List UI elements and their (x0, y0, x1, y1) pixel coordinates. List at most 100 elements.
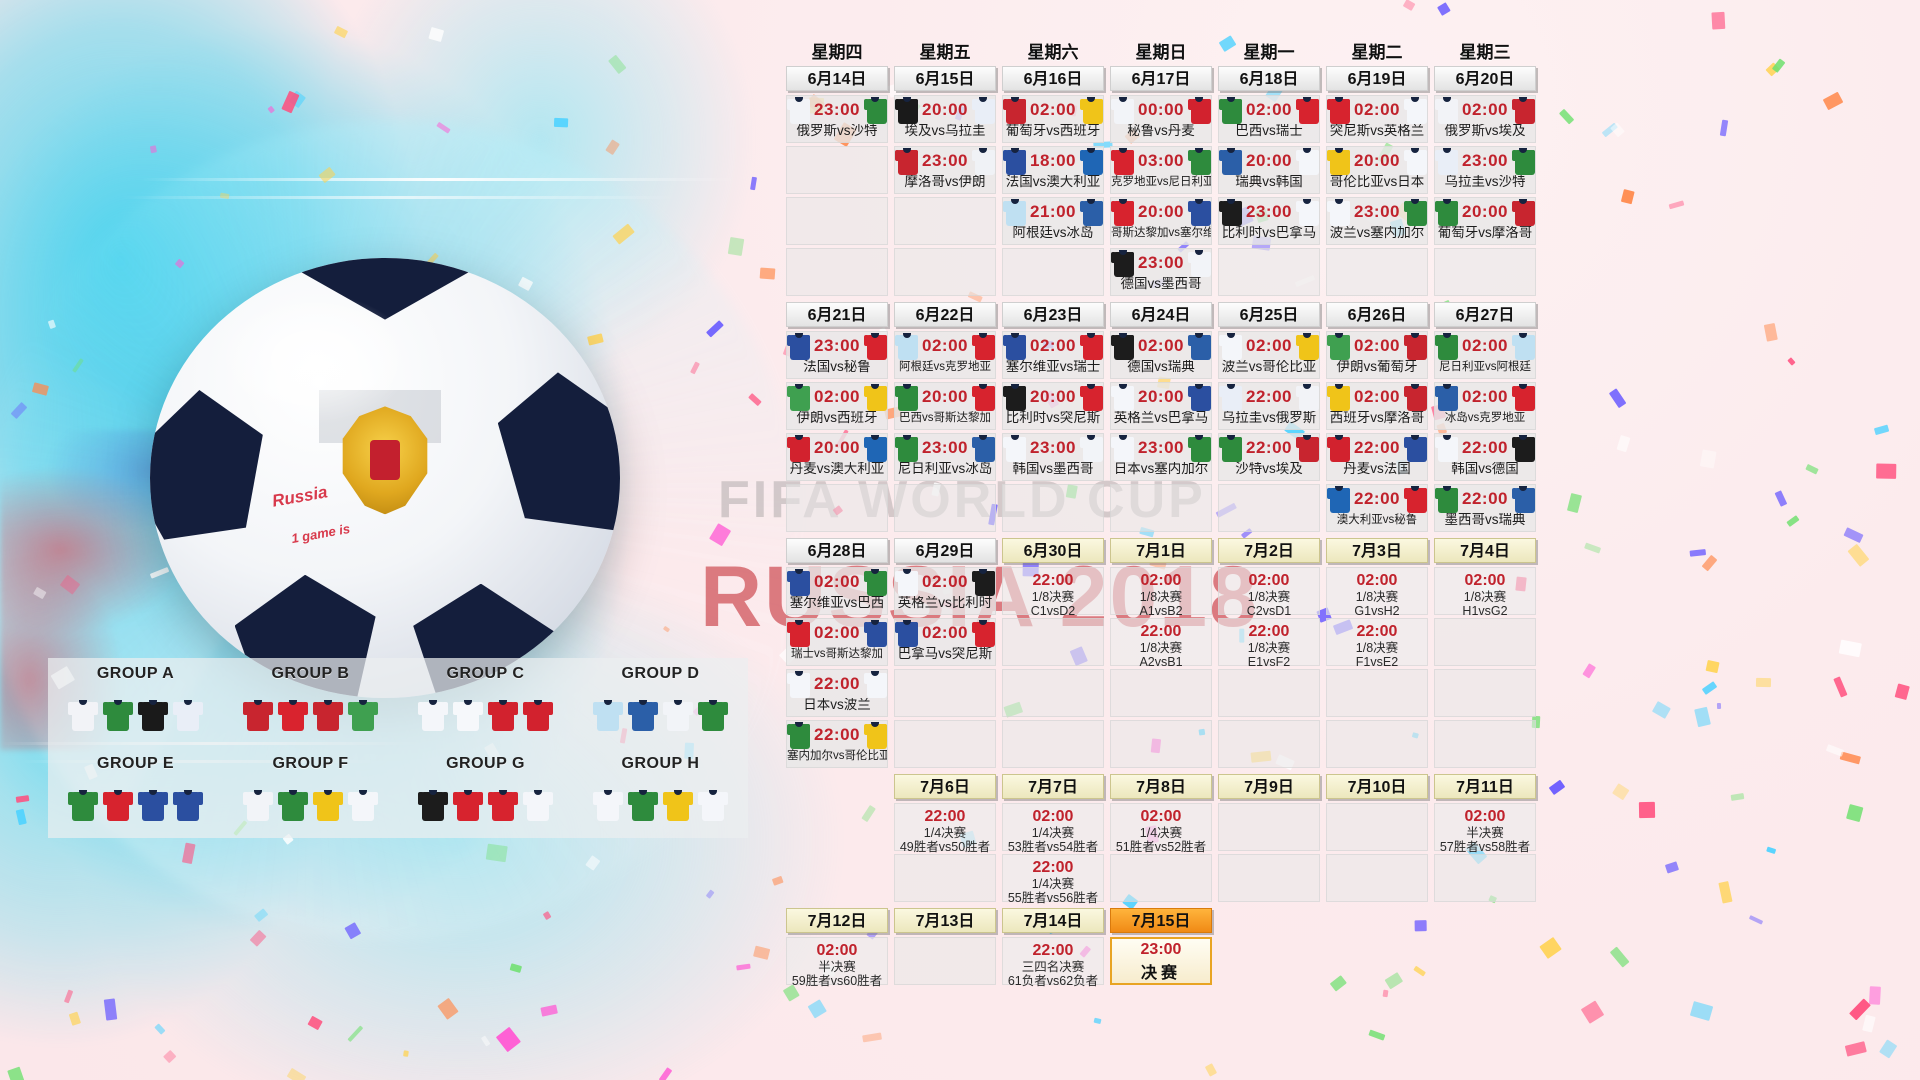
match-cell[interactable]: 22:00 墨西哥vs瑞典 (1434, 484, 1536, 532)
knockout-match-cell[interactable]: 22:00 1/8决赛 F1vsE2 (1326, 618, 1428, 669)
group-group-b[interactable]: GROUP B (225, 660, 396, 746)
date-header[interactable]: 7月15日 (1110, 908, 1212, 933)
match-cell[interactable]: 02:00 巴拿马vs突尼斯 (894, 618, 996, 666)
date-header[interactable]: 6月14日 (786, 66, 888, 91)
knockout-match-cell[interactable]: 22:00 三四名决赛 61负者vs62负者 (1002, 937, 1104, 988)
group-group-e[interactable]: GROUP E (50, 750, 221, 836)
knockout-match-cell[interactable]: 22:00 1/8决赛 C1vsD2 (1002, 567, 1104, 618)
match-cell[interactable]: 23:00 尼日利亚vs冰岛 (894, 433, 996, 481)
knockout-match-cell[interactable]: 02:00 1/8决赛 C2vsD1 (1218, 567, 1320, 618)
group-group-d[interactable]: GROUP D (575, 660, 746, 746)
knockout-match-cell[interactable]: 02:00 1/4决赛 51胜者vs52胜者 (1110, 803, 1212, 854)
group-group-c[interactable]: GROUP C (400, 660, 571, 746)
group-group-f[interactable]: GROUP F (225, 750, 396, 836)
match-cell[interactable]: 22:00 澳大利亚vs秘鲁 (1326, 484, 1428, 532)
match-cell[interactable]: 02:00 阿根廷vs克罗地亚 (894, 331, 996, 379)
date-header[interactable]: 6月28日 (786, 538, 888, 563)
date-header[interactable]: 6月19日 (1326, 66, 1428, 91)
date-header[interactable]: 7月2日 (1218, 538, 1320, 563)
date-header[interactable]: 7月7日 (1002, 774, 1104, 799)
match-cell[interactable]: 20:00 哥斯达黎加vs塞尔维亚 (1110, 197, 1212, 245)
date-header[interactable]: 6月16日 (1002, 66, 1104, 91)
match-cell[interactable]: 02:00 塞尔维亚vs巴西 (786, 567, 888, 615)
date-header[interactable]: 6月25日 (1218, 302, 1320, 327)
date-header[interactable]: 7月14日 (1002, 908, 1104, 933)
date-header[interactable]: 7月4日 (1434, 538, 1536, 563)
date-header[interactable]: 6月15日 (894, 66, 996, 91)
match-cell[interactable]: 02:00 巴西vs瑞士 (1218, 95, 1320, 143)
match-cell[interactable]: 02:00 伊朗vs葡萄牙 (1326, 331, 1428, 379)
match-cell[interactable]: 02:00 伊朗vs西班牙 (786, 382, 888, 430)
match-cell[interactable]: 23:00 韩国vs墨西哥 (1002, 433, 1104, 481)
date-header[interactable]: 6月29日 (894, 538, 996, 563)
match-cell[interactable]: 22:00 沙特vs埃及 (1218, 433, 1320, 481)
date-header[interactable]: 6月22日 (894, 302, 996, 327)
date-header[interactable]: 7月9日 (1218, 774, 1320, 799)
date-header[interactable]: 6月30日 (1002, 538, 1104, 563)
match-cell[interactable]: 02:00 俄罗斯vs埃及 (1434, 95, 1536, 143)
date-header[interactable]: 7月11日 (1434, 774, 1536, 799)
match-cell[interactable]: 22:00 乌拉圭vs俄罗斯 (1218, 382, 1320, 430)
date-header[interactable]: 6月24日 (1110, 302, 1212, 327)
knockout-match-cell[interactable]: 02:00 1/8决赛 A1vsB2 (1110, 567, 1212, 618)
knockout-match-cell[interactable]: 22:00 1/4决赛 55胜者vs56胜者 (1002, 854, 1104, 905)
match-cell[interactable]: 02:00 塞尔维亚vs瑞士 (1002, 331, 1104, 379)
date-header[interactable]: 7月1日 (1110, 538, 1212, 563)
knockout-match-cell[interactable]: 02:00 半决赛 57胜者vs58胜者 (1434, 803, 1536, 854)
date-header[interactable]: 6月21日 (786, 302, 888, 327)
match-cell[interactable]: 20:00 巴西vs哥斯达黎加 (894, 382, 996, 430)
knockout-match-cell[interactable]: 02:00 1/8决赛 G1vsH2 (1326, 567, 1428, 618)
match-cell[interactable]: 23:00 比利时vs巴拿马 (1218, 197, 1320, 245)
match-cell[interactable]: 00:00 秘鲁vs丹麦 (1110, 95, 1212, 143)
match-cell[interactable]: 22:00 日本vs波兰 (786, 669, 888, 717)
match-cell[interactable]: 22:00 丹麦vs法国 (1326, 433, 1428, 481)
match-cell[interactable]: 18:00 法国vs澳大利亚 (1002, 146, 1104, 194)
match-cell[interactable]: 20:00 英格兰vs巴拿马 (1110, 382, 1212, 430)
match-cell[interactable]: 02:00 瑞士vs哥斯达黎加 (786, 618, 888, 666)
match-cell[interactable]: 20:00 埃及vs乌拉圭 (894, 95, 996, 143)
match-cell[interactable]: 23:00 日本vs塞内加尔 (1110, 433, 1212, 481)
match-cell[interactable]: 02:00 德国vs瑞典 (1110, 331, 1212, 379)
knockout-match-cell[interactable]: 02:00 1/4决赛 53胜者vs54胜者 (1002, 803, 1104, 854)
knockout-match-cell[interactable]: 22:00 1/8决赛 A2vsB1 (1110, 618, 1212, 669)
match-cell[interactable]: 02:00 英格兰vs比利时 (894, 567, 996, 615)
date-header[interactable]: 6月17日 (1110, 66, 1212, 91)
match-cell[interactable]: 20:00 葡萄牙vs摩洛哥 (1434, 197, 1536, 245)
match-cell[interactable]: 03:00 克罗地亚vs尼日利亚 (1110, 146, 1212, 194)
date-header[interactable]: 7月8日 (1110, 774, 1212, 799)
match-cell[interactable]: 20:00 比利时vs突尼斯 (1002, 382, 1104, 430)
match-cell[interactable]: 20:00 丹麦vs澳大利亚 (786, 433, 888, 481)
knockout-match-cell[interactable]: 02:00 1/8决赛 H1vsG2 (1434, 567, 1536, 618)
match-cell[interactable]: 23:00 俄罗斯vs沙特 (786, 95, 888, 143)
group-group-h[interactable]: GROUP H (575, 750, 746, 836)
match-cell[interactable]: 23:00 波兰vs塞内加尔 (1326, 197, 1428, 245)
match-cell[interactable]: 21:00 阿根廷vs冰岛 (1002, 197, 1104, 245)
match-cell[interactable]: 02:00 西班牙vs摩洛哥 (1326, 382, 1428, 430)
final-match-cell[interactable]: 23:00 决赛 (1110, 937, 1212, 985)
knockout-match-cell[interactable]: 22:00 1/8决赛 E1vsF2 (1218, 618, 1320, 669)
match-cell[interactable]: 20:00 哥伦比亚vs日本 (1326, 146, 1428, 194)
match-cell[interactable]: 23:00 乌拉圭vs沙特 (1434, 146, 1536, 194)
date-header[interactable]: 7月10日 (1326, 774, 1428, 799)
date-header[interactable]: 6月20日 (1434, 66, 1536, 91)
date-header[interactable]: 7月12日 (786, 908, 888, 933)
date-header[interactable]: 6月18日 (1218, 66, 1320, 91)
date-header[interactable]: 6月27日 (1434, 302, 1536, 327)
match-cell[interactable]: 23:00 德国vs墨西哥 (1110, 248, 1212, 296)
group-group-g[interactable]: GROUP G (400, 750, 571, 836)
knockout-match-cell[interactable]: 02:00 半决赛 59胜者vs60胜者 (786, 937, 888, 988)
match-cell[interactable]: 02:00 尼日利亚vs阿根廷 (1434, 331, 1536, 379)
match-cell[interactable]: 02:00 冰岛vs克罗地亚 (1434, 382, 1536, 430)
date-header[interactable]: 7月3日 (1326, 538, 1428, 563)
match-cell[interactable]: 22:00 韩国vs德国 (1434, 433, 1536, 481)
match-cell[interactable]: 20:00 瑞典vs韩国 (1218, 146, 1320, 194)
date-header[interactable]: 6月26日 (1326, 302, 1428, 327)
match-cell[interactable]: 02:00 波兰vs哥伦比亚 (1218, 331, 1320, 379)
match-cell[interactable]: 23:00 法国vs秘鲁 (786, 331, 888, 379)
match-cell[interactable]: 22:00 塞内加尔vs哥伦比亚 (786, 720, 888, 768)
date-header[interactable]: 7月13日 (894, 908, 996, 933)
knockout-match-cell[interactable]: 22:00 1/4决赛 49胜者vs50胜者 (894, 803, 996, 854)
match-cell[interactable]: 02:00 葡萄牙vs西班牙 (1002, 95, 1104, 143)
date-header[interactable]: 7月6日 (894, 774, 996, 799)
match-cell[interactable]: 23:00 摩洛哥vs伊朗 (894, 146, 996, 194)
